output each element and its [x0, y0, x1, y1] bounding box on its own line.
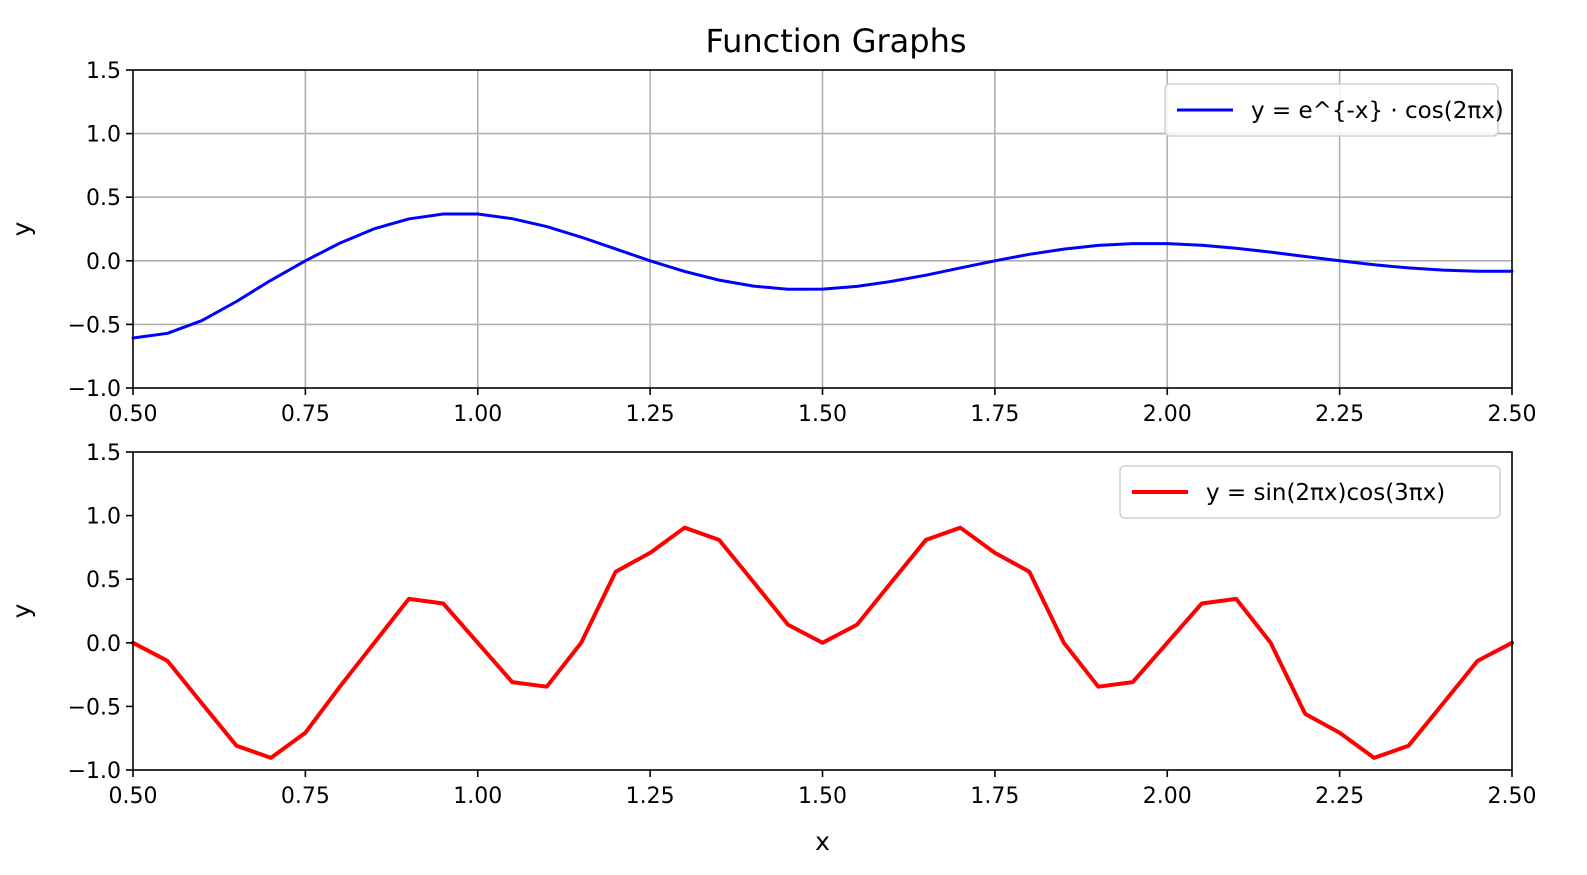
- legend-frame: [1119, 465, 1501, 519]
- legend: y = e^{-x} · cos(2πx): [1164, 83, 1504, 137]
- x-tick-label: 2.25: [1315, 402, 1364, 427]
- series-line-1: [131, 212, 1514, 340]
- x-tick-label: 1.75: [970, 402, 1019, 427]
- y-tick-label: 0.5: [86, 186, 121, 211]
- x-tick-label: 0.50: [109, 784, 158, 809]
- y-axis-label: y: [7, 221, 36, 236]
- panel-1: 0.50 0.75 1.00 1.25 1.50 1.75 2.00 2.25 2.50 −1.0…: [7, 59, 1536, 427]
- x-tick-label: 1.25: [626, 402, 675, 427]
- series-line-1: [131, 525, 1514, 760]
- x-tick-label: 1.00: [453, 402, 502, 427]
- x-axis-label: x: [815, 827, 830, 856]
- y-tick-label: 0.0: [86, 632, 121, 657]
- y-tick-label: 0.0: [86, 250, 121, 275]
- y-tick-label: 0.5: [86, 568, 121, 593]
- legend-frame: [1164, 83, 1499, 137]
- y-tick-label: −0.5: [68, 313, 121, 338]
- x-tick-label: 0.75: [281, 784, 330, 809]
- x-tick-label: 2.00: [1143, 402, 1192, 427]
- x-tick-label: 1.00: [453, 784, 502, 809]
- y-tick-label: −1.0: [68, 377, 121, 402]
- x-tick-label: 1.75: [970, 784, 1019, 809]
- y-axis-label: y: [7, 603, 36, 618]
- y-tick-label: 1.0: [86, 505, 121, 530]
- legend-label: y = e^{-x} · cos(2πx): [1251, 98, 1504, 124]
- y-tick-label: 1.5: [86, 441, 121, 466]
- legend-label: y = sin(2πx)cos(3πx): [1206, 480, 1445, 506]
- chart-title: Function Graphs: [705, 22, 966, 60]
- y-tick-label: 1.0: [86, 123, 121, 148]
- x-tick-label: 1.50: [798, 402, 847, 427]
- legend: y = sin(2πx)cos(3πx): [1119, 465, 1501, 519]
- panel-2: 0.50 0.75 1.00 1.25 1.50 1.75 2.00 2.25 2.50 −1.0…: [7, 441, 1536, 856]
- x-tick-label: 0.50: [109, 402, 158, 427]
- y-tick-label: 1.5: [86, 59, 121, 84]
- x-tick-label: 0.75: [281, 402, 330, 427]
- x-tick-label: 2.50: [1488, 402, 1537, 427]
- x-tick-label: 1.25: [626, 784, 675, 809]
- panels-layer: 0.50 0.75 1.00 1.25 1.50 1.75 2.00 2.25 2.50 −1.0…: [7, 59, 1536, 856]
- y-tick-label: −0.5: [68, 695, 121, 720]
- x-tick-label: 2.00: [1143, 784, 1192, 809]
- x-tick-label: 2.25: [1315, 784, 1364, 809]
- y-tick-label: −1.0: [68, 759, 121, 784]
- x-tick-label: 1.50: [798, 784, 847, 809]
- x-tick-label: 2.50: [1488, 784, 1537, 809]
